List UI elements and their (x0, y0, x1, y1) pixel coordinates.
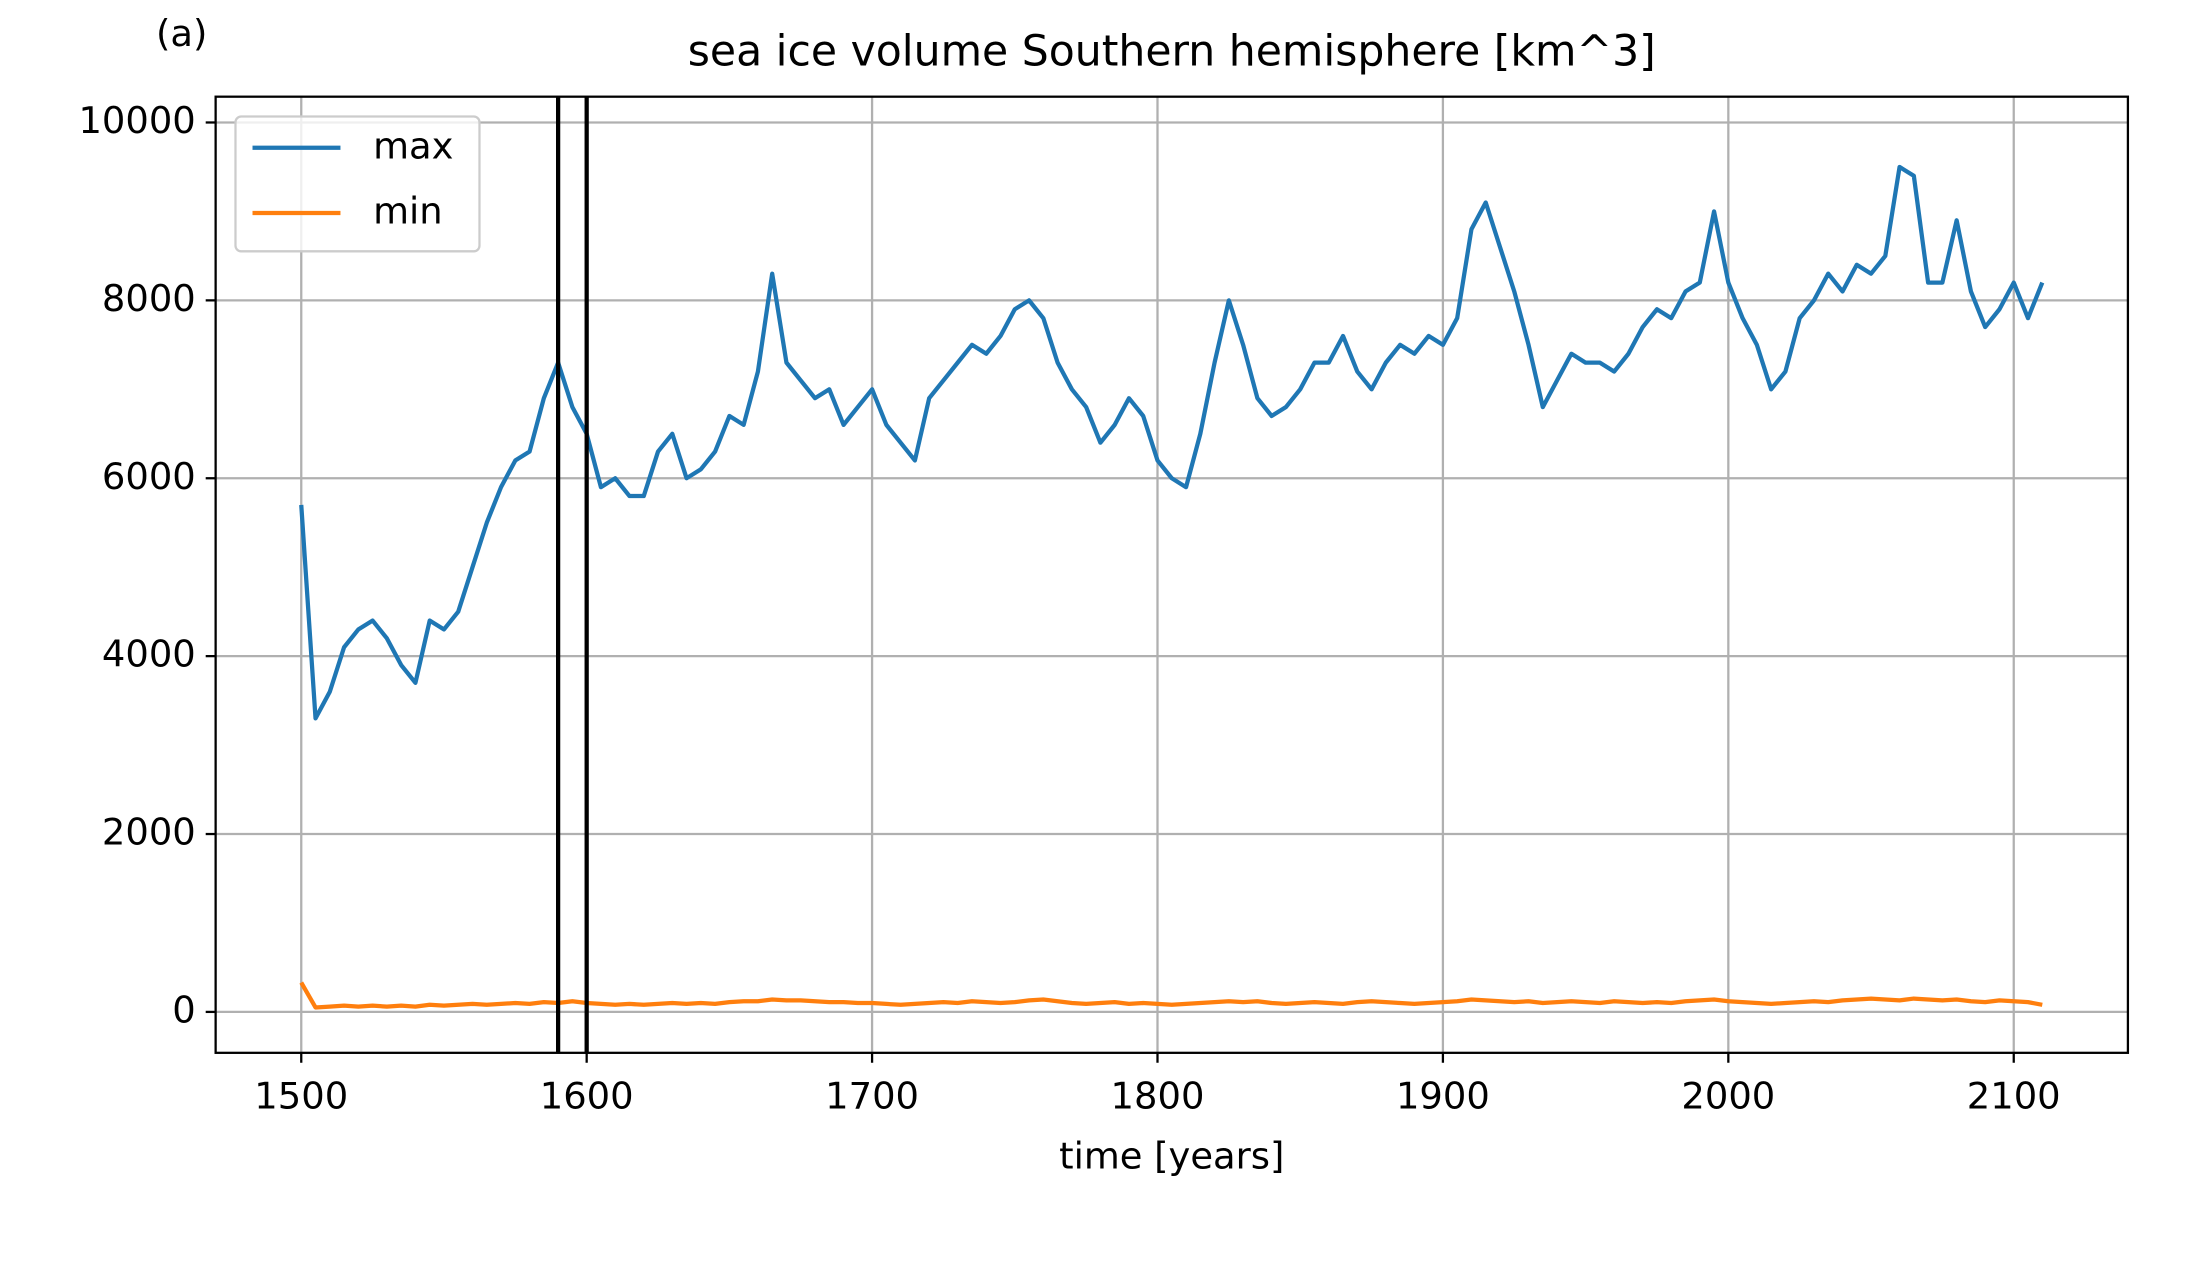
x-tick-label: 1600 (540, 1075, 634, 1118)
y-tick-label: 2000 (102, 811, 196, 854)
y-tick-label: 4000 (102, 633, 196, 676)
panel-label: (a) (156, 12, 207, 55)
x-tick-label: 2100 (1967, 1075, 2061, 1118)
x-tick-label: 2000 (1681, 1075, 1775, 1118)
y-tick-label: 10000 (78, 99, 195, 142)
x-tick-label: 1800 (1111, 1075, 1205, 1118)
legend-box (234, 115, 481, 253)
y-tick-label: 0 (172, 988, 195, 1031)
x-tick-label: 1500 (254, 1075, 348, 1118)
y-tick-label: 8000 (102, 277, 196, 320)
chart-title: sea ice volume Southern hemisphere [km^3… (688, 28, 1656, 77)
y-tick-label: 6000 (102, 455, 196, 498)
data-line (299, 981, 2043, 1010)
data-line (299, 164, 2045, 721)
legend-label: max (373, 124, 453, 167)
plot-frame (214, 95, 2130, 1054)
x-tick-label: 1900 (1396, 1075, 1490, 1118)
x-axis-label: time [years] (1059, 1134, 1284, 1177)
legend-label: min (373, 190, 443, 233)
x-tick-label: 1700 (825, 1075, 919, 1118)
